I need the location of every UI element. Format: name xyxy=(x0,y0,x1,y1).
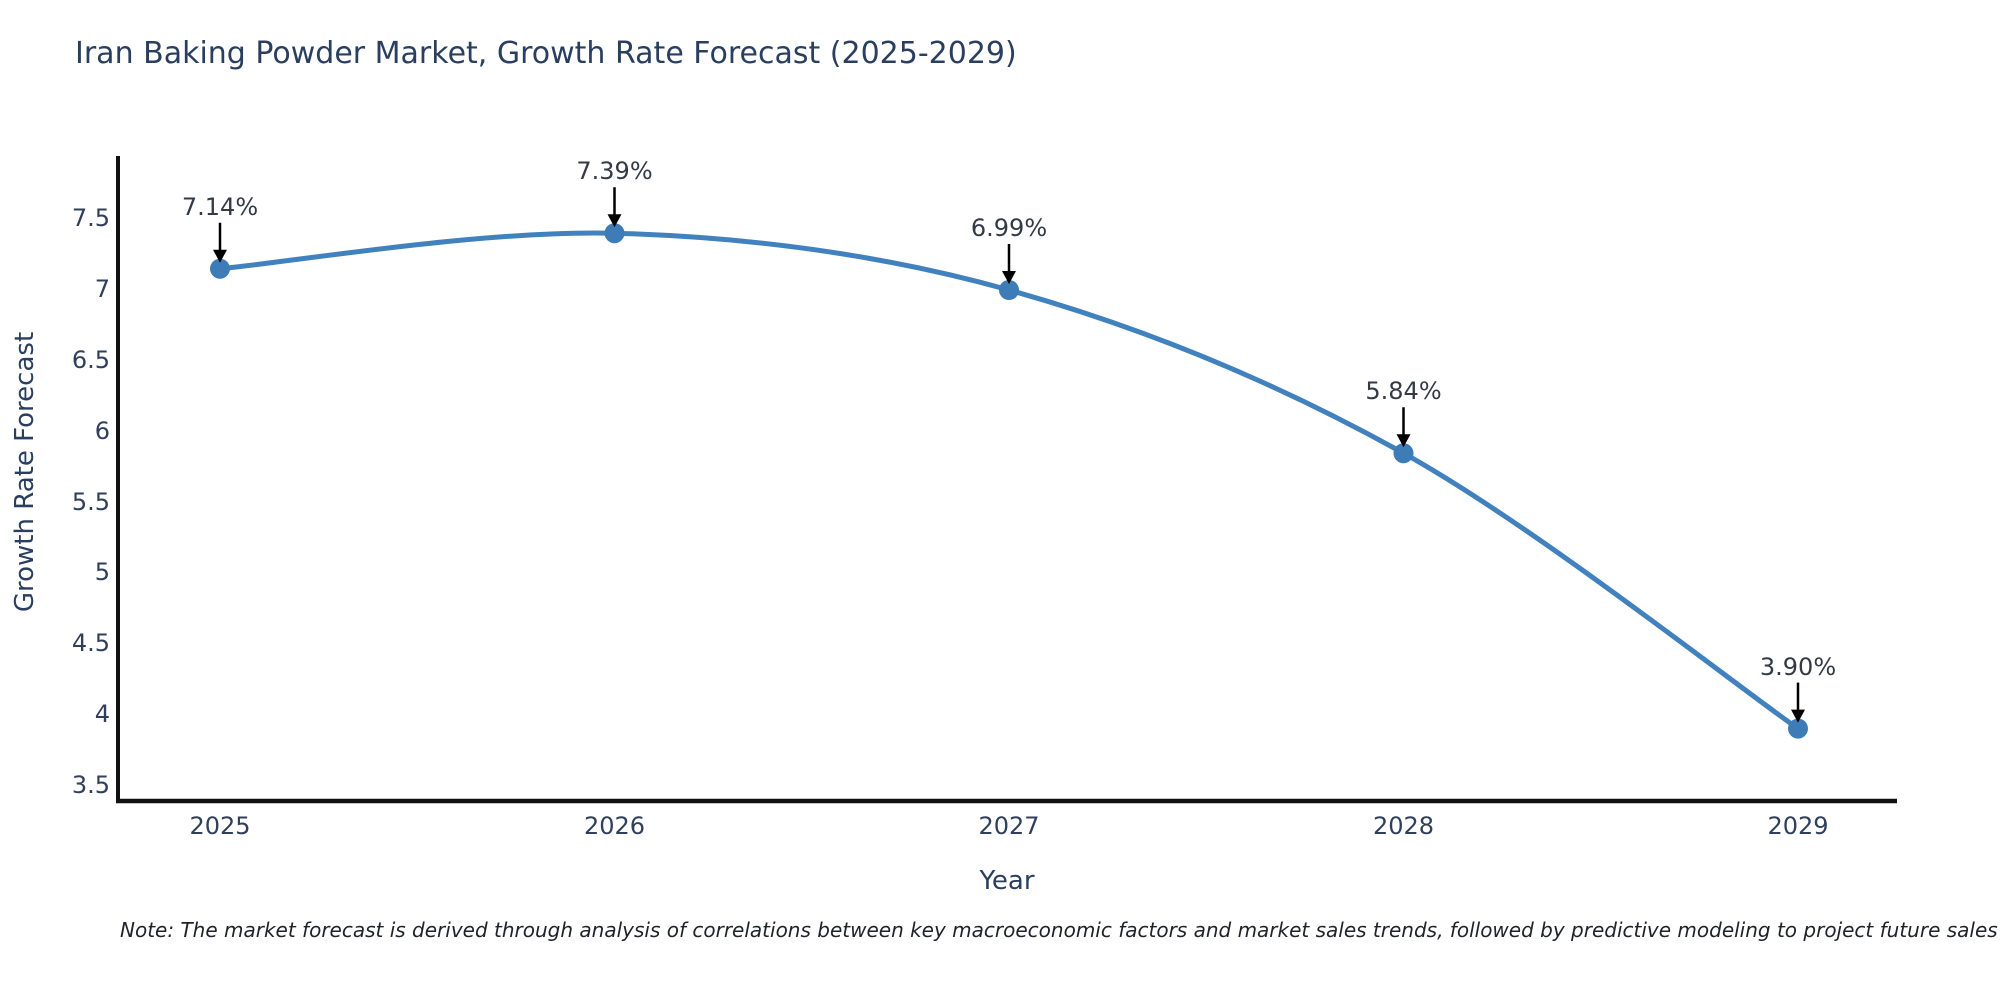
y-tick-label: 4 xyxy=(94,700,110,729)
y-tick-label: 6 xyxy=(94,416,110,445)
y-axis-title: Growth Rate Forecast xyxy=(10,331,40,613)
y-tick-label: 3.5 xyxy=(71,771,110,800)
annotation-arrow-head xyxy=(1396,434,1411,448)
x-tick-label: 2026 xyxy=(583,812,646,840)
data-point-label: 6.99% xyxy=(970,214,1048,242)
y-tick-label: 6.5 xyxy=(71,345,110,374)
x-tick-label: 2025 xyxy=(189,812,251,840)
x-tick-label: 2029 xyxy=(1767,812,1829,840)
data-point-label: 3.90% xyxy=(1759,652,1837,681)
chart-title: Iran Baking Powder Market, Growth Rate F… xyxy=(75,36,1017,71)
line-series xyxy=(217,230,1801,732)
footnote: Note: The market forecast is derived thr… xyxy=(120,918,1998,942)
data-point-label: 7.39% xyxy=(576,157,653,186)
data-point-label: 5.84% xyxy=(1365,377,1442,406)
x-tick-label: 2028 xyxy=(1372,812,1435,840)
annotation-arrow-head xyxy=(1791,709,1805,723)
y-tick-label: 5 xyxy=(94,558,110,587)
data-point-marker-2026 xyxy=(604,223,625,244)
y-tick-label: 7.5 xyxy=(71,203,110,232)
data-point-marker-2027 xyxy=(999,280,1019,301)
y-tick-label: 7 xyxy=(94,274,110,303)
data-point-label: 7.14% xyxy=(181,192,259,221)
data-point-marker-2029 xyxy=(1788,718,1808,739)
x-tick-label: 2027 xyxy=(978,812,1040,840)
y-tick-label: 4.5 xyxy=(71,629,110,658)
data-point-marker-2028 xyxy=(1393,443,1414,464)
annotation-arrow-head xyxy=(607,214,622,228)
x-axis-title: Year xyxy=(979,866,1035,896)
annotation-arrow-head xyxy=(1002,271,1016,285)
annotation-arrow-head xyxy=(213,249,227,263)
y-tick-label: 5.5 xyxy=(71,487,110,516)
data-point-marker-2025 xyxy=(210,258,230,279)
